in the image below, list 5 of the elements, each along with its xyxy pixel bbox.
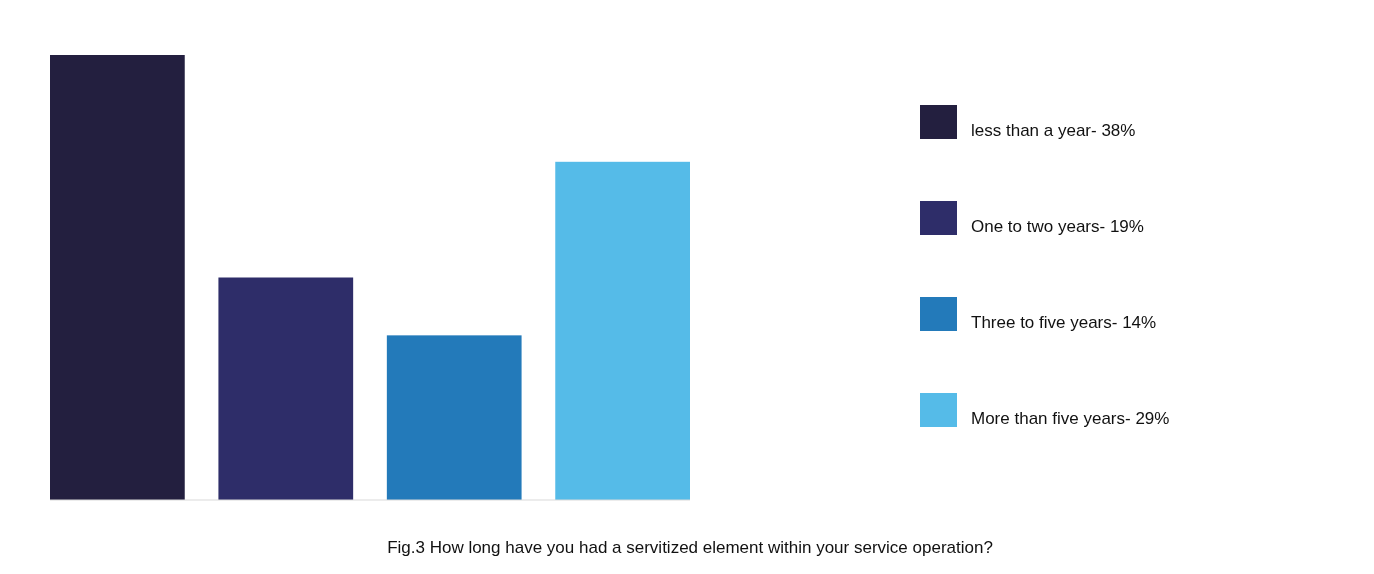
legend-label: One to two years- 19% xyxy=(971,217,1144,236)
caption: Fig.3 How long have you had a servitized element within your service operation? xyxy=(387,538,993,557)
legend-label: More than five years- 29% xyxy=(971,409,1170,428)
legend-label: less than a year- 38% xyxy=(971,121,1136,140)
legend-label: Three to five years- 14% xyxy=(971,313,1157,332)
